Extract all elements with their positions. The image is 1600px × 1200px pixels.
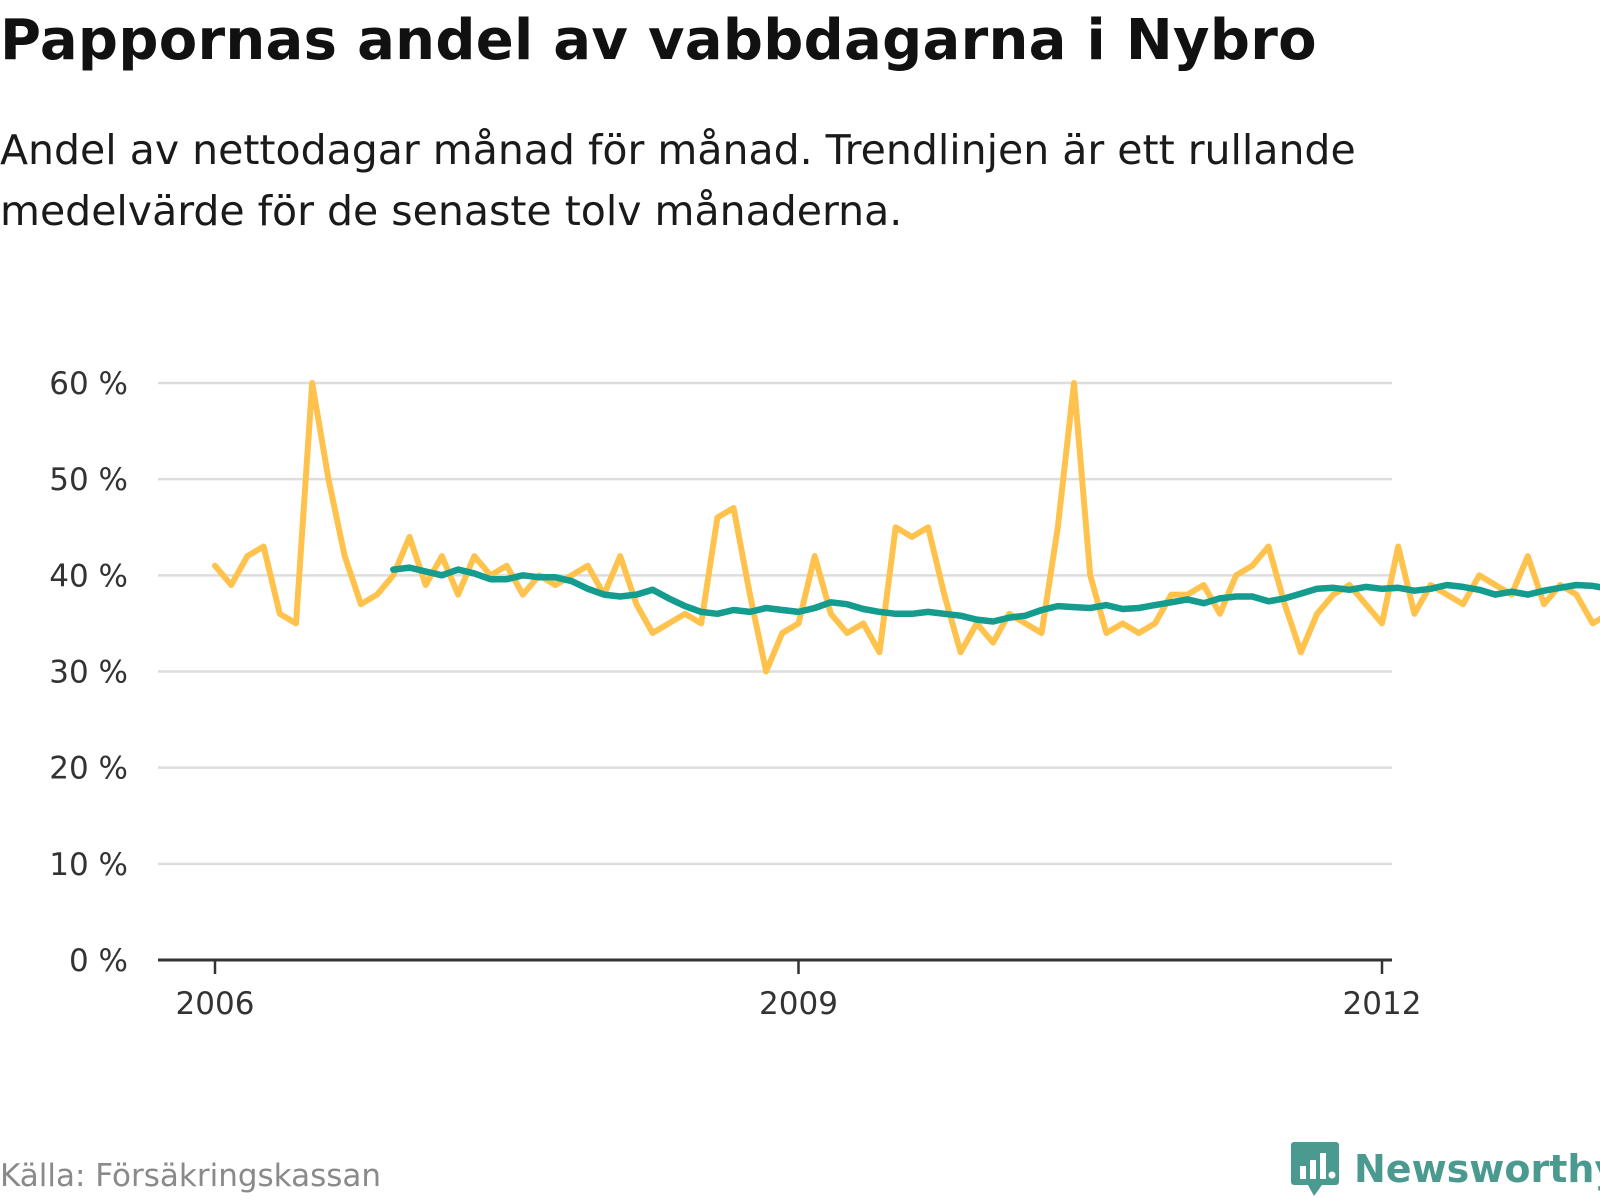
y-axis-ticks: 0 % 10 % 20 % 30 % 40 % 50 % 60 % [49, 366, 128, 979]
y-tick-label: 10 % [49, 847, 128, 883]
y-tick-label: 20 % [49, 751, 128, 787]
y-tick-label: 40 % [49, 558, 128, 594]
chart-subtitle: Andel av nettodagar månad för månad. Tre… [0, 126, 1356, 235]
chart-bubble-icon [1291, 1142, 1339, 1196]
brand-name: Newsworthy [1354, 1147, 1600, 1191]
x-tick-label: 2009 [759, 986, 838, 1022]
y-tick-label: 0 % [69, 943, 128, 979]
brand-logo[interactable]: Newsworthy [1290, 1140, 1600, 1198]
x-axis-ticks: 2006200920122015201820212023 [176, 960, 1422, 1022]
y-tick-label: 50 % [49, 462, 128, 498]
y-tick-label: 30 % [49, 655, 128, 691]
trend-series-line [390, 564, 1600, 625]
gridlines [158, 381, 1392, 866]
x-tick-label: 2006 [176, 986, 255, 1022]
source-note: Källa: Försäkringskassan [0, 1158, 382, 1194]
chart-title: Pappornas andel av vabbdagarna i Nybro [0, 8, 1317, 73]
monthly-series-line [212, 380, 1600, 675]
series-lines [212, 380, 1600, 675]
x-tick-label: 2012 [1343, 986, 1422, 1022]
y-tick-label: 60 % [49, 366, 128, 402]
